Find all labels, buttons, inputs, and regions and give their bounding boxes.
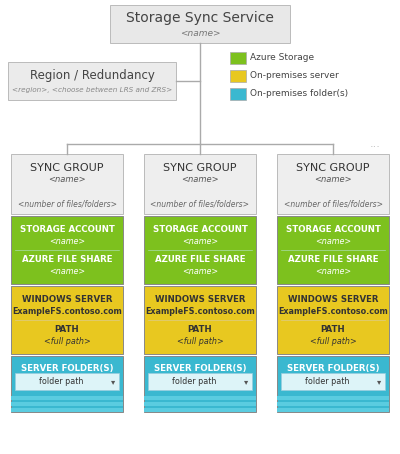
Text: Storage Sync Service: Storage Sync Service	[126, 11, 274, 25]
Text: <name>: <name>	[48, 176, 86, 184]
Text: STORAGE ACCOUNT: STORAGE ACCOUNT	[20, 224, 114, 233]
Text: SYNC GROUP: SYNC GROUP	[30, 163, 104, 173]
Text: STORAGE ACCOUNT: STORAGE ACCOUNT	[152, 224, 248, 233]
Text: <full path>: <full path>	[177, 337, 223, 346]
Bar	[8, 62, 176, 100]
Text: SERVER FOLDER(S): SERVER FOLDER(S)	[21, 365, 113, 374]
Text: <name>: <name>	[49, 267, 85, 276]
Text: ▾: ▾	[111, 377, 115, 386]
Bar	[144, 402, 256, 406]
Text: Azure Storage: Azure Storage	[250, 54, 314, 63]
Text: WINDOWS SERVER: WINDOWS SERVER	[22, 295, 112, 304]
Text: AZURE FILE SHARE: AZURE FILE SHARE	[288, 256, 378, 265]
Bar	[144, 356, 256, 412]
Bar	[11, 216, 123, 284]
Text: PATH: PATH	[321, 326, 345, 335]
Text: SYNC GROUP: SYNC GROUP	[296, 163, 370, 173]
Text: ExampleFS.contoso.com: ExampleFS.contoso.com	[278, 306, 388, 316]
Bar	[281, 373, 385, 390]
Bar	[11, 154, 123, 214]
Text: On-premises folder(s): On-premises folder(s)	[250, 89, 348, 99]
Text: folder path: folder path	[39, 377, 83, 386]
Bar	[144, 396, 256, 400]
Text: WINDOWS SERVER: WINDOWS SERVER	[155, 295, 245, 304]
Text: <name>: <name>	[315, 267, 351, 276]
Text: <number of files/folders>: <number of files/folders>	[150, 199, 250, 208]
Text: ▾: ▾	[377, 377, 381, 386]
Bar	[277, 154, 389, 214]
Text: folder path: folder path	[172, 377, 216, 386]
Bar	[148, 373, 252, 390]
Text: ▾: ▾	[244, 377, 248, 386]
Bar	[11, 396, 123, 400]
Bar	[277, 396, 389, 400]
Text: AZURE FILE SHARE: AZURE FILE SHARE	[155, 256, 245, 265]
Bar	[144, 408, 256, 412]
Text: On-premises server: On-premises server	[250, 71, 339, 80]
Bar	[144, 216, 256, 284]
Bar	[230, 70, 246, 82]
Text: <name>: <name>	[314, 176, 352, 184]
Bar	[230, 88, 246, 100]
Text: SERVER FOLDER(S): SERVER FOLDER(S)	[154, 365, 246, 374]
Text: <region>, <choose between LRS and ZRS>: <region>, <choose between LRS and ZRS>	[12, 87, 172, 93]
Text: SYNC GROUP: SYNC GROUP	[163, 163, 237, 173]
Text: Region / Redundancy: Region / Redundancy	[30, 69, 154, 82]
Text: AZURE FILE SHARE: AZURE FILE SHARE	[22, 256, 112, 265]
Text: <name>: <name>	[181, 176, 219, 184]
Text: <full path>: <full path>	[44, 337, 90, 346]
Bar	[277, 216, 389, 284]
Bar	[144, 154, 256, 214]
Text: <name>: <name>	[49, 237, 85, 246]
Text: ...: ...	[370, 139, 380, 149]
Text: PATH: PATH	[188, 326, 212, 335]
Bar	[277, 286, 389, 354]
Bar	[11, 408, 123, 412]
Bar	[15, 373, 119, 390]
Text: STORAGE ACCOUNT: STORAGE ACCOUNT	[286, 224, 380, 233]
Text: SERVER FOLDER(S): SERVER FOLDER(S)	[287, 365, 379, 374]
Bar	[11, 402, 123, 406]
Text: <name>: <name>	[182, 237, 218, 246]
Text: PATH: PATH	[55, 326, 79, 335]
Text: <name>: <name>	[182, 267, 218, 276]
Bar	[11, 356, 123, 412]
Text: <full path>: <full path>	[310, 337, 356, 346]
Bar	[230, 52, 246, 64]
Bar	[110, 5, 290, 43]
Text: folder path: folder path	[305, 377, 349, 386]
Text: <name>: <name>	[180, 29, 220, 38]
Text: WINDOWS SERVER: WINDOWS SERVER	[288, 295, 378, 304]
Bar	[11, 286, 123, 354]
Bar	[277, 356, 389, 412]
Text: <number of files/folders>: <number of files/folders>	[284, 199, 382, 208]
Bar	[277, 408, 389, 412]
Text: ExampleFS.contoso.com: ExampleFS.contoso.com	[12, 306, 122, 316]
Bar	[277, 402, 389, 406]
Text: ExampleFS.contoso.com: ExampleFS.contoso.com	[145, 306, 255, 316]
Text: <name>: <name>	[315, 237, 351, 246]
Bar	[144, 286, 256, 354]
Text: <number of files/folders>: <number of files/folders>	[18, 199, 116, 208]
